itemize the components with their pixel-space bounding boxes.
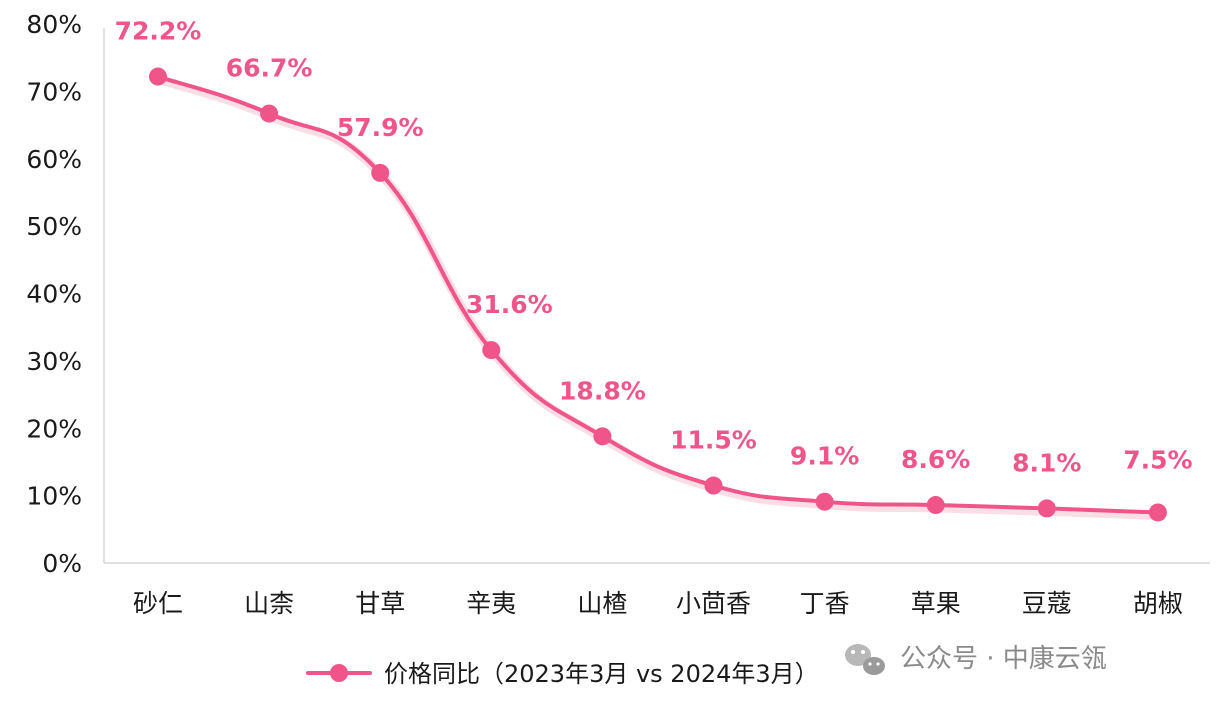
x-axis: 砂仁 山柰 甘草 辛夷 山楂 小茴香 丁香 草果 豆蔻 胡椒 — [104, 562, 1210, 618]
data-label: 9.1% — [790, 442, 859, 471]
y-tick-label: 50% — [26, 212, 82, 241]
watermark: 公众号 · 中康云瓴 — [845, 644, 1107, 675]
legend: 价格同比（2023年3月 vs 2024年3月） — [306, 660, 819, 688]
legend-series-label: 价格同比（2023年3月 vs 2024年3月） — [384, 660, 819, 688]
data-label: 72.2% — [115, 17, 202, 46]
y-axis: 0% 10% 20% 30% 40% 50% 60% 70% 80% — [26, 10, 105, 578]
legend-dot-marker — [330, 664, 348, 682]
data-point — [815, 492, 834, 511]
series-line-shadow — [155, 75, 1165, 520]
y-tick-label: 0% — [42, 549, 82, 578]
x-tick-label: 砂仁 — [133, 589, 183, 618]
data-point — [149, 67, 167, 86]
data-label: 7.5% — [1123, 445, 1192, 474]
x-tick-label: 豆蔻 — [1022, 589, 1072, 618]
data-label: 57.9% — [337, 113, 424, 142]
x-tick-label: 胡椒 — [1133, 589, 1183, 618]
data-label: 66.7% — [226, 54, 313, 83]
data-point — [371, 163, 390, 182]
y-tick-label: 80% — [26, 10, 82, 39]
data-label: 31.6% — [466, 290, 553, 319]
x-tick-label: 辛夷 — [466, 589, 516, 618]
wechat-icon — [845, 644, 885, 675]
x-tick-label: 草果 — [911, 589, 961, 618]
data-point — [1037, 499, 1056, 518]
y-tick-label: 60% — [26, 145, 82, 174]
y-tick-label: 40% — [26, 280, 82, 309]
data-label: 8.1% — [1012, 448, 1081, 477]
data-label-layer: 72.2% 66.7% 57.9% 31.6% 18.8% 11.5% 9.1% 8.6% 8.… — [115, 17, 1193, 478]
watermark-text: 公众号 · 中康云瓴 — [900, 644, 1107, 674]
y-tick-label: 70% — [26, 77, 82, 106]
data-point — [482, 341, 501, 360]
data-point — [593, 427, 612, 446]
data-point — [260, 104, 279, 123]
data-point — [704, 476, 723, 495]
data-point — [926, 496, 945, 515]
y-tick-label: 10% — [26, 482, 82, 511]
y-tick-label: 20% — [26, 414, 82, 443]
x-tick-label: 山柰 — [244, 589, 294, 618]
x-tick-label: 甘草 — [355, 589, 405, 618]
y-tick-label: 30% — [26, 347, 82, 376]
data-label: 18.8% — [559, 376, 646, 405]
series-layer — [149, 67, 1167, 522]
x-tick-label: 山楂 — [577, 589, 627, 618]
x-tick-label: 丁香 — [800, 589, 850, 618]
series-line — [156, 74, 1160, 515]
data-point — [1148, 503, 1167, 522]
data-label: 8.6% — [901, 445, 970, 474]
x-tick-label: 小茴香 — [676, 589, 751, 618]
data-label: 11.5% — [670, 426, 757, 455]
